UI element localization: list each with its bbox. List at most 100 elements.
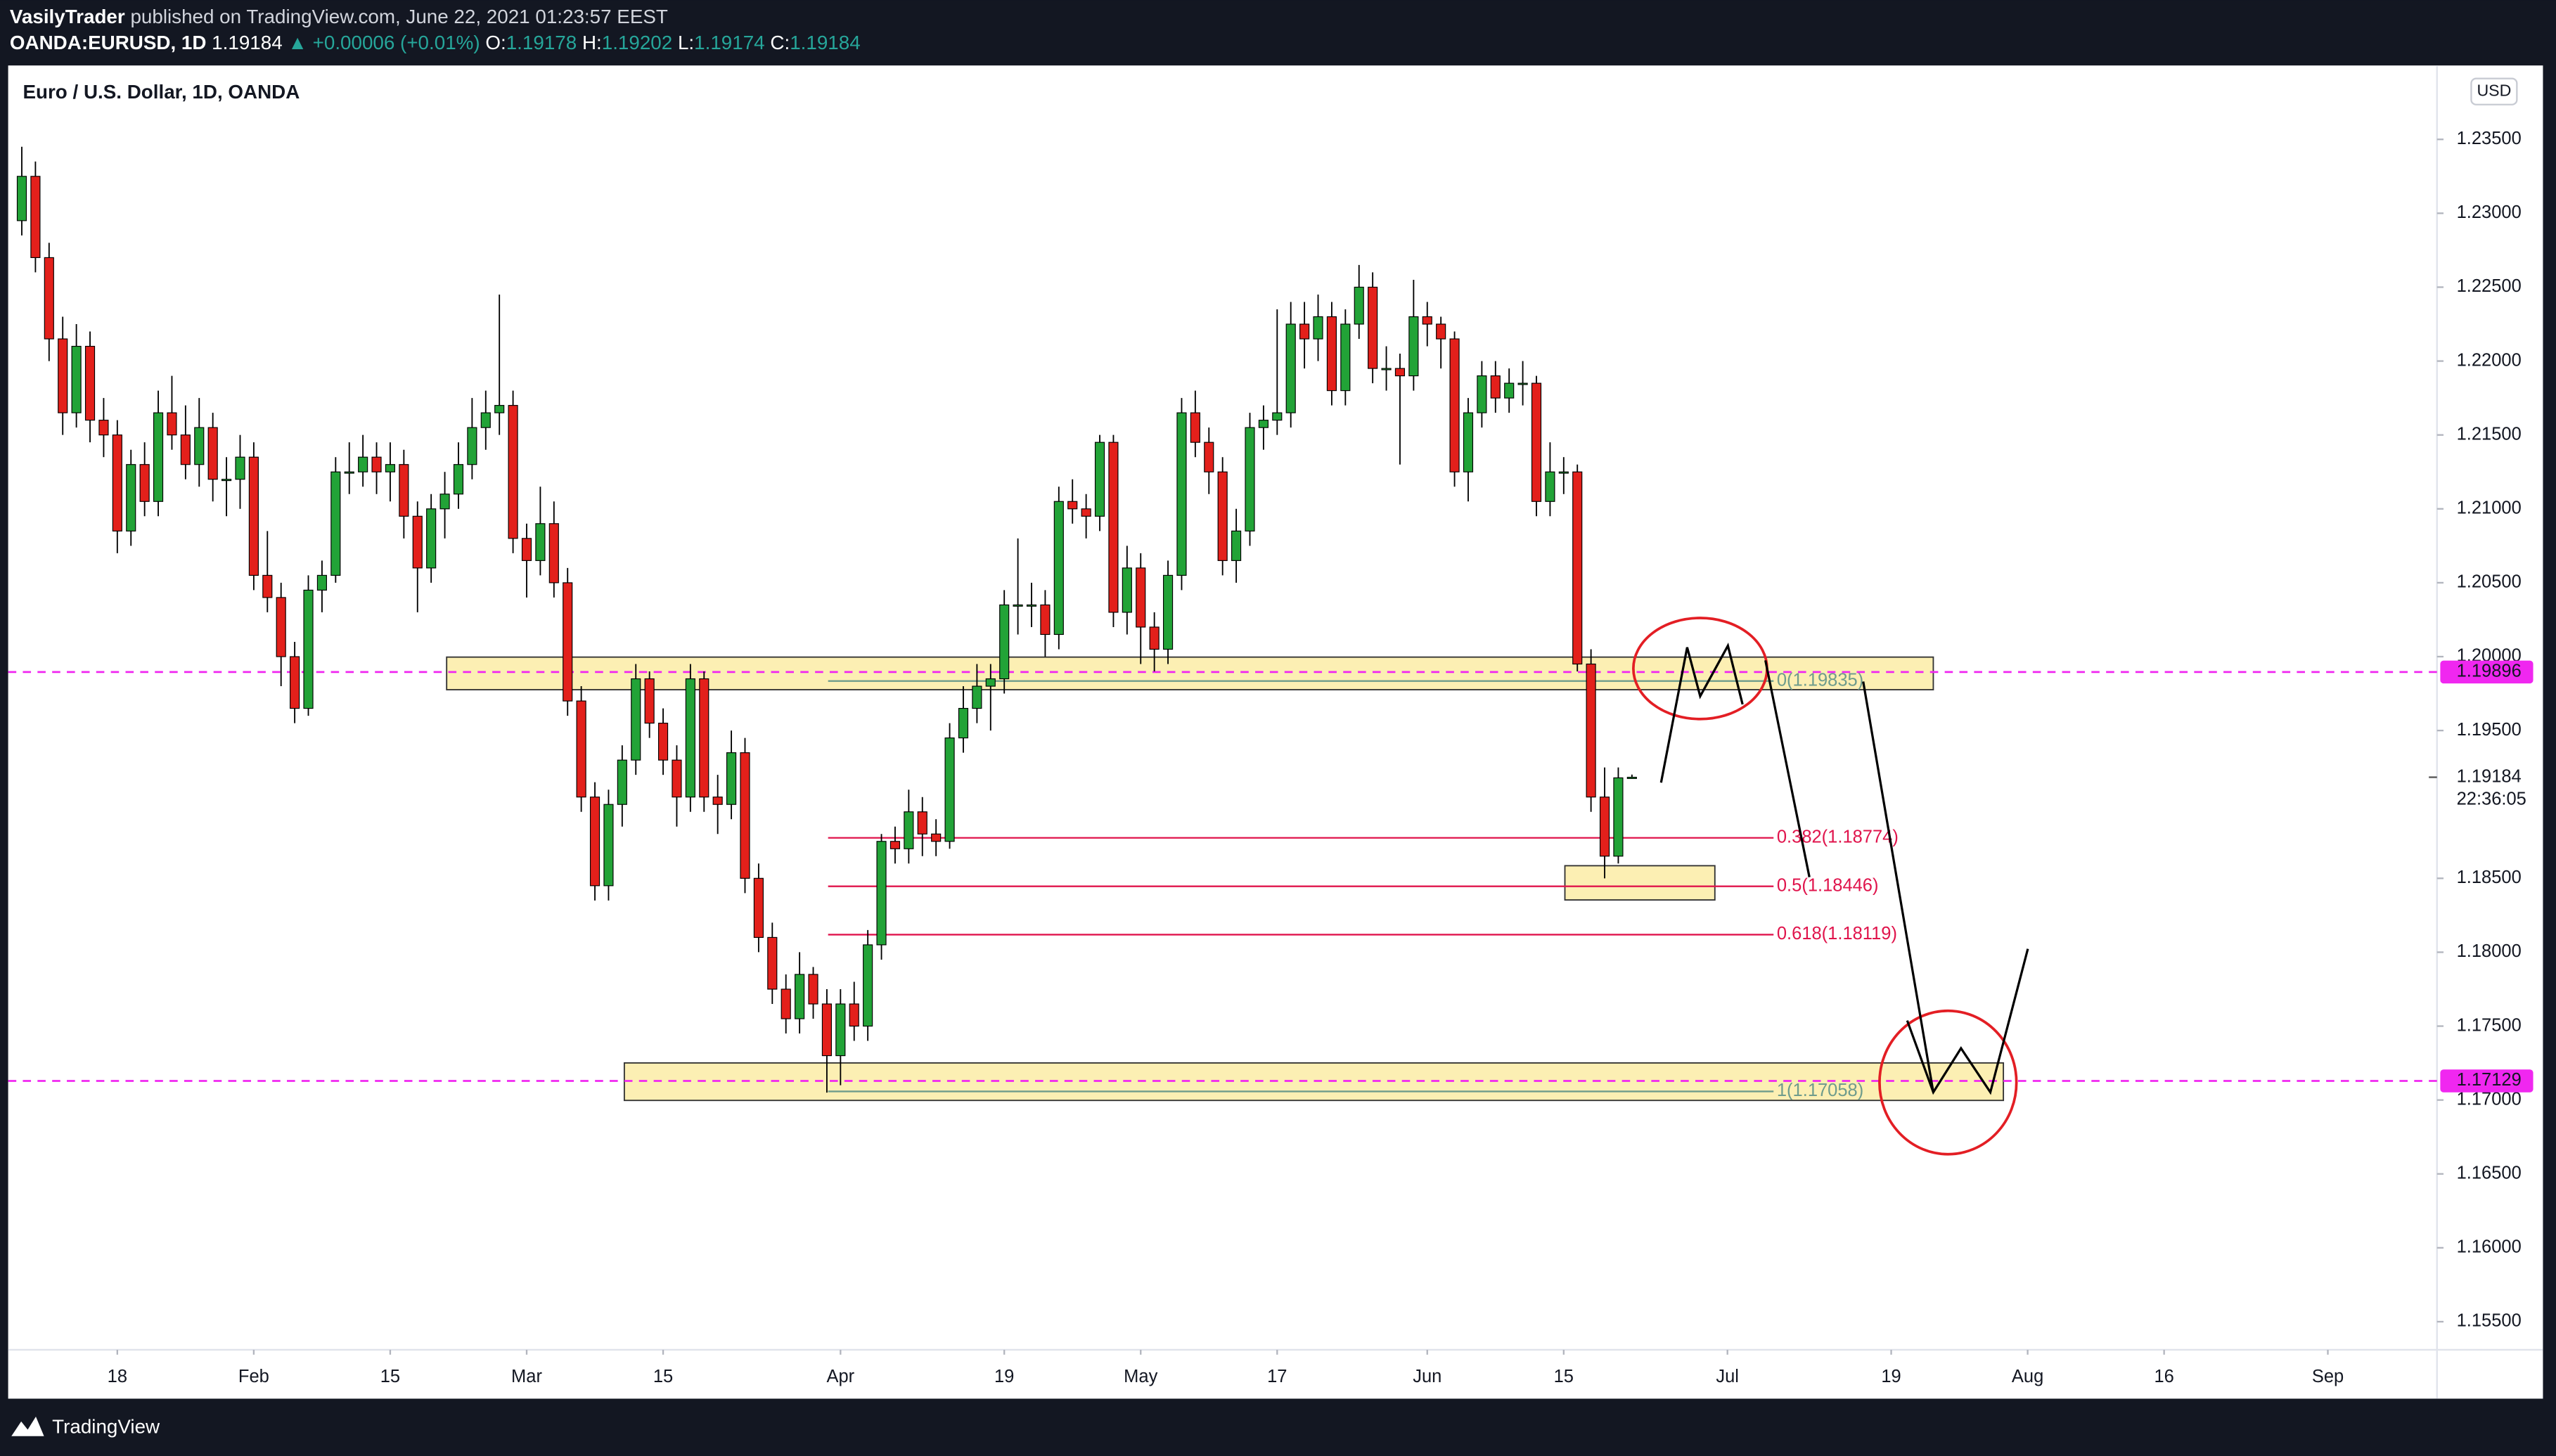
- candle-body: [1313, 316, 1323, 340]
- candle-body: [1613, 777, 1624, 857]
- candle-body: [1053, 501, 1064, 636]
- candle-body: [153, 412, 164, 502]
- x-tick-label: 15: [653, 1367, 673, 1386]
- levels: 0(1.19835) 0.382(1.18774) 0.5(1.18446) 0.61…: [8, 670, 2437, 1100]
- candle-body: [480, 412, 491, 428]
- x-tick-label: May: [1124, 1367, 1157, 1386]
- candle-body: [726, 752, 737, 805]
- candle-body: [1258, 420, 1269, 428]
- price-tag-label: 1.17129: [2457, 1070, 2522, 1090]
- x-tick-label: Apr: [826, 1367, 854, 1386]
- candle-body: [631, 678, 641, 761]
- x-tick-label: Mar: [511, 1367, 542, 1386]
- candle-body: [1490, 375, 1501, 399]
- low: 1.19174: [694, 32, 764, 53]
- candle-body: [876, 841, 887, 946]
- candle-body: [1162, 574, 1174, 650]
- y-tick-label: 1.18500: [2457, 868, 2522, 887]
- y-tick-label: 1.15500: [2457, 1311, 2522, 1331]
- candle-body: [1340, 323, 1351, 392]
- candle-body: [1626, 776, 1637, 779]
- candle-body: [1326, 316, 1337, 392]
- countdown: 22:36:05: [2457, 790, 2526, 809]
- candle-body: [1217, 471, 1228, 561]
- x-tick-label: 18: [108, 1367, 127, 1386]
- candle-body: [657, 723, 669, 761]
- y-tick-label: 1.17500: [2457, 1015, 2522, 1035]
- candles: [16, 146, 1637, 1093]
- candle-body: [180, 434, 191, 465]
- projection-path: [1764, 659, 1811, 877]
- y-tick-label: 1.18000: [2457, 941, 2522, 961]
- chart-pane: [8, 65, 2543, 1399]
- projection-path: [1659, 643, 1744, 783]
- high-label: H:: [582, 32, 602, 53]
- candle-body: [1040, 604, 1051, 636]
- candle-body: [1108, 442, 1119, 613]
- candle-body: [603, 804, 614, 887]
- price-tag: [2440, 660, 2533, 684]
- candle-body: [439, 494, 450, 510]
- candle-body: [999, 604, 1010, 680]
- candle-body: [1354, 286, 1364, 325]
- candle-body: [1136, 567, 1146, 628]
- candle-body: [849, 1003, 859, 1027]
- published: published on TradingView.com, June 22, 2…: [130, 6, 667, 27]
- candle-body: [1572, 471, 1583, 665]
- candle-body: [863, 944, 873, 1027]
- candle-body: [1368, 286, 1378, 369]
- candle-body: [207, 427, 218, 480]
- candle-body: [672, 759, 682, 798]
- publish-line: VasilyTrader published on TradingView.co…: [10, 6, 668, 27]
- candle-body: [644, 678, 655, 724]
- y-tick-label: 1.16000: [2457, 1237, 2522, 1257]
- candle-body: [30, 176, 41, 258]
- candle-body: [1299, 323, 1310, 340]
- candle-body: [753, 877, 764, 938]
- x-tick-label: Aug: [2012, 1367, 2043, 1386]
- candle-body: [685, 678, 695, 798]
- x-tick-label: 19: [994, 1367, 1014, 1386]
- x-tick-label: 17: [1267, 1367, 1287, 1386]
- x-tick-label: 19: [1881, 1367, 1901, 1386]
- candle-body: [44, 257, 54, 340]
- candle-body: [1558, 471, 1569, 474]
- y-tick-label: 1.17000: [2457, 1089, 2522, 1109]
- x-tick-label: Sep: [2312, 1367, 2344, 1386]
- candle-body: [84, 345, 96, 421]
- x-tick-label: Jun: [1413, 1367, 1441, 1386]
- candle-body: [1149, 626, 1160, 650]
- candle-body: [1449, 338, 1460, 472]
- candle-body: [808, 974, 818, 1005]
- candle-body: [1013, 604, 1023, 607]
- candle-body: [371, 456, 382, 472]
- candle-body: [1245, 427, 1255, 531]
- footer-brand: TradingView: [52, 1416, 160, 1438]
- candle-body: [1599, 797, 1610, 857]
- candle-body: [1394, 368, 1406, 377]
- footer-logo: [11, 1416, 44, 1436]
- close: 1.19184: [790, 32, 860, 53]
- candle-body: [958, 707, 969, 739]
- fib-label: 0.618(1.18119): [1777, 924, 1897, 943]
- candle-body: [1094, 442, 1105, 517]
- candle-body: [904, 811, 914, 849]
- candle-body: [548, 523, 559, 584]
- y-tick-label: 1.20500: [2457, 572, 2522, 592]
- x-tick-label: 16: [2154, 1367, 2173, 1386]
- candle-body: [194, 427, 205, 465]
- candle-body: [316, 574, 327, 591]
- candle-body: [931, 833, 942, 842]
- candle-body: [16, 176, 27, 221]
- x-tick-label: 15: [1554, 1367, 1574, 1386]
- candle-body: [1408, 316, 1419, 377]
- candle-body: [1190, 412, 1200, 443]
- candle-body: [358, 456, 368, 472]
- candle-body: [1081, 508, 1091, 517]
- currency: USD: [2477, 81, 2511, 99]
- candle-body: [330, 471, 341, 576]
- candle-body: [712, 797, 723, 805]
- candle-body: [1026, 604, 1037, 607]
